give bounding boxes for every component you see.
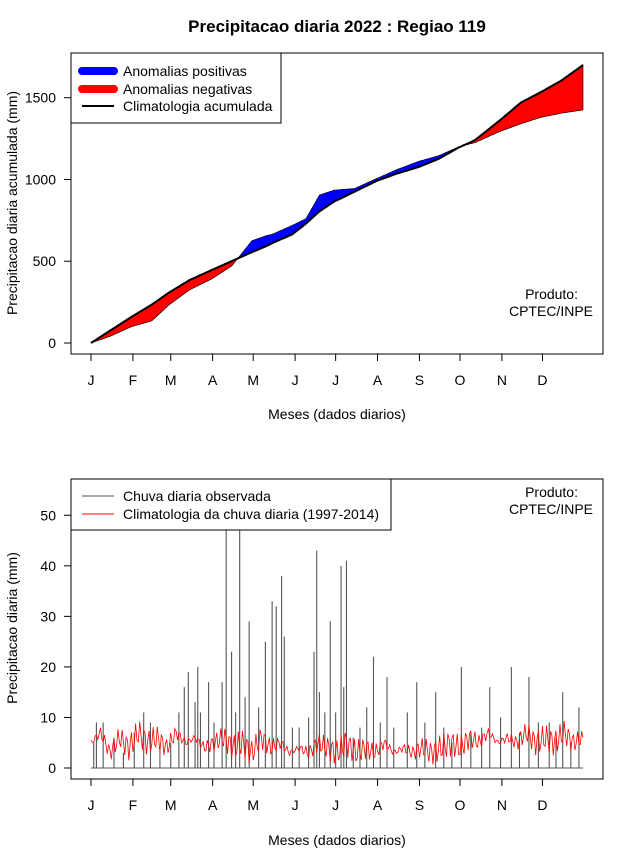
- y-tick-label: 10: [40, 709, 56, 725]
- x-tick-label: J: [332, 372, 339, 388]
- y-tick-label: 0: [48, 760, 56, 776]
- x-tick-label: O: [455, 372, 466, 388]
- x-tick-label: J: [88, 797, 95, 813]
- y-tick-label: 50: [40, 507, 56, 523]
- x-tick-label: S: [415, 372, 424, 388]
- plot2-y-label: Precipitacao diaria (mm): [4, 552, 20, 704]
- x-tick-label: D: [537, 372, 547, 388]
- x-tick-label: F: [129, 372, 138, 388]
- cumulative-climatology-line: [90, 64, 584, 344]
- plot2-y-axis: 0 10 20 30 40 50: [40, 507, 72, 776]
- plot2-credit-line2: CPTEC/INPE: [509, 501, 593, 517]
- plot1-credit-line2: CPTEC/INPE: [509, 303, 593, 319]
- x-tick-label: D: [537, 797, 547, 813]
- plot1-y-label: Precipitacao diaria acumulada (mm): [4, 91, 20, 315]
- negative-anomaly-area: [90, 256, 239, 344]
- y-tick-label: 40: [40, 558, 56, 574]
- y-tick-label: 20: [40, 659, 56, 675]
- x-tick-label: F: [129, 797, 138, 813]
- daily-climatology-line: [90, 720, 584, 765]
- x-tick-label: M: [247, 797, 259, 813]
- y-tick-label: 500: [33, 253, 57, 269]
- plot2-legend: Chuva diaria observada Climatologia da c…: [70, 478, 392, 531]
- legend-observed-label: Chuva diaria observada: [123, 488, 271, 504]
- legend-climatology-label: Climatologia acumulada: [123, 98, 273, 114]
- y-tick-label: 1500: [25, 90, 56, 106]
- daily-precipitation-chart: 0 10 20 30 40 50 J F M A M J J A S O N D Meses (dados di…: [4, 478, 604, 848]
- legend-negative-label: Anomalias negativas: [123, 81, 252, 97]
- plot1-y-axis: 0 500 1000 1500: [25, 90, 72, 351]
- observed-daily-bars: [91, 530, 583, 769]
- plot2-legend-box: [70, 478, 392, 531]
- legend-positive-label: Anomalias positivas: [123, 63, 247, 79]
- x-tick-label: A: [373, 372, 383, 388]
- x-tick-label: J: [292, 372, 299, 388]
- x-tick-label: O: [455, 797, 466, 813]
- x-tick-label: S: [415, 797, 424, 813]
- y-tick-label: 1000: [25, 171, 56, 187]
- x-tick-label: M: [165, 797, 177, 813]
- plot1-legend: Anomalias positivas Anomalias negativas …: [70, 52, 282, 124]
- x-tick-label: N: [497, 797, 507, 813]
- plot2-credit-line1: Produto:: [525, 484, 578, 500]
- x-tick-label: A: [208, 797, 218, 813]
- page-title: Precipitacao diaria 2022 : Regiao 119: [188, 17, 486, 36]
- y-tick-label: 0: [48, 335, 56, 351]
- legend-daily-climatology-label: Climatologia da chuva diaria (1997-2014): [123, 506, 379, 522]
- x-tick-label: A: [373, 797, 383, 813]
- x-tick-label: A: [208, 372, 218, 388]
- cumulative-precipitation-chart: 0 500 1000 1500 J F M A M J J A S O N D Meses (dados d…: [4, 52, 604, 422]
- x-tick-label: M: [247, 372, 259, 388]
- plot1-x-label: Meses (dados diarios): [268, 406, 406, 422]
- x-tick-label: J: [88, 372, 95, 388]
- x-tick-label: N: [497, 372, 507, 388]
- x-tick-label: J: [332, 797, 339, 813]
- x-tick-label: J: [292, 797, 299, 813]
- y-tick-label: 30: [40, 608, 56, 624]
- plot1-credit-line1: Produto:: [525, 286, 578, 302]
- plot2-x-label: Meses (dados diarios): [268, 832, 406, 848]
- x-tick-label: M: [165, 372, 177, 388]
